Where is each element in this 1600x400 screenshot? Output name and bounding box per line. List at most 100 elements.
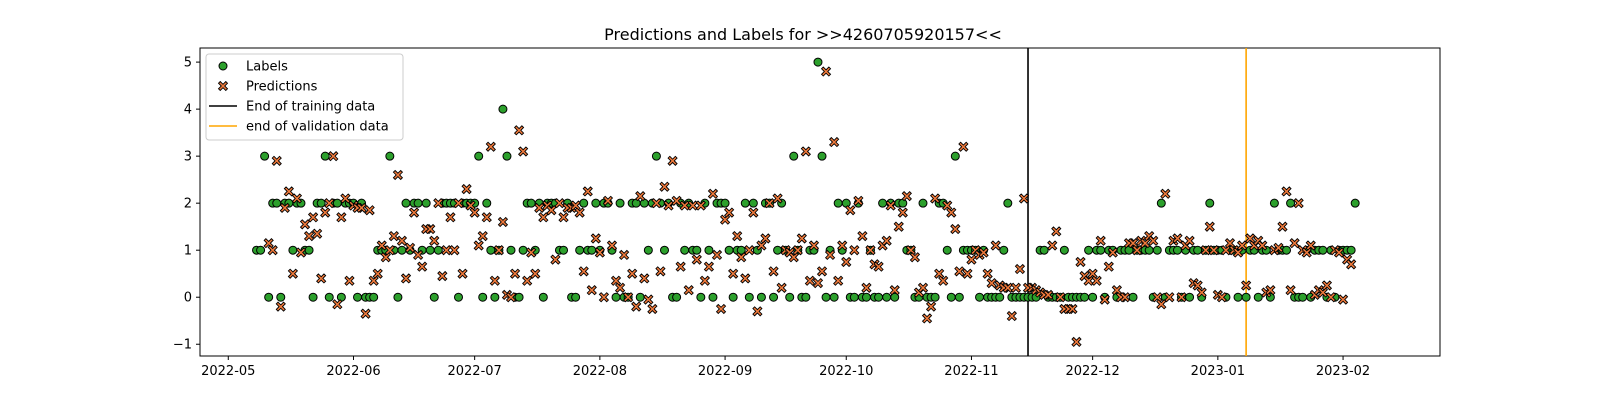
label-point <box>353 292 363 302</box>
prediction-point <box>1184 235 1195 246</box>
prediction-point <box>728 268 739 279</box>
prediction-point <box>368 275 379 286</box>
prediction-point <box>1156 299 1167 310</box>
label-point <box>401 198 411 208</box>
prediction-point <box>1337 294 1349 305</box>
prediction-point <box>768 266 779 277</box>
prediction-point <box>1208 245 1219 256</box>
prediction-point <box>526 247 537 258</box>
label-point <box>1144 245 1154 255</box>
prediction-point <box>978 247 989 258</box>
label-point <box>1096 245 1106 255</box>
prediction-point <box>441 245 452 256</box>
label-point <box>651 151 661 161</box>
label-point <box>789 151 799 161</box>
label-point <box>1152 245 1162 255</box>
prediction-point <box>812 277 824 289</box>
prediction-point <box>873 261 884 272</box>
prediction-point <box>804 275 816 286</box>
prediction-point <box>853 195 864 206</box>
prediction-point <box>647 303 658 315</box>
prediction-point <box>449 245 460 256</box>
x-tick-label: 2022-10 <box>819 364 873 379</box>
prediction-point <box>643 294 654 305</box>
prediction-point <box>1245 233 1256 244</box>
label-point <box>1282 245 1292 255</box>
label-point <box>680 245 690 255</box>
prediction-point <box>946 207 957 218</box>
y-tick-label: 1 <box>184 244 192 259</box>
label-point <box>433 245 443 255</box>
prediction-point <box>679 200 690 211</box>
prediction-point <box>982 268 993 279</box>
prediction-point <box>303 230 315 242</box>
prediction-point <box>602 195 614 206</box>
prediction-point <box>388 230 400 242</box>
prediction-point <box>433 198 444 209</box>
y-tick-label: 5 <box>184 56 192 71</box>
prediction-point <box>715 303 727 315</box>
prediction-point <box>1240 280 1252 291</box>
label-point <box>425 245 435 255</box>
prediction-point <box>485 141 496 152</box>
prediction-point <box>509 268 521 279</box>
prediction-point <box>635 190 646 202</box>
label-point <box>692 245 702 255</box>
label-point <box>1003 198 1013 208</box>
prediction-point <box>364 205 375 216</box>
prediction-point <box>893 221 904 232</box>
prediction-point <box>606 240 618 251</box>
prediction-point <box>841 256 852 268</box>
label-point <box>659 245 669 255</box>
prediction-point <box>336 212 347 223</box>
legend-marker-predictions <box>217 80 229 92</box>
prediction-point <box>845 205 856 216</box>
prediction-point <box>320 207 331 218</box>
prediction-point <box>610 275 622 286</box>
label-point <box>591 198 601 208</box>
prediction-point <box>990 240 1001 251</box>
label-point <box>514 292 524 302</box>
label-point <box>736 245 746 255</box>
prediction-point <box>1176 292 1187 303</box>
prediction-point <box>1010 282 1022 293</box>
prediction-point <box>1285 285 1296 296</box>
prediction-point <box>861 282 872 293</box>
prediction-point <box>372 268 383 279</box>
label-point <box>611 292 621 302</box>
label-point <box>829 292 839 302</box>
label-point <box>898 198 908 208</box>
legend: Labels Predictions End of training data end… <box>205 53 404 141</box>
label-point <box>756 292 766 302</box>
label-point <box>1233 292 1243 302</box>
prediction-point <box>1119 292 1131 303</box>
prediction-point <box>752 306 763 317</box>
label-point <box>724 245 734 255</box>
y-tick-label: 2 <box>184 197 192 212</box>
prediction-point <box>594 247 606 258</box>
label-point <box>482 198 492 208</box>
label-point <box>413 198 423 208</box>
prediction-point <box>699 275 711 286</box>
prediction-point <box>695 200 706 211</box>
legend-label: Predictions <box>246 80 318 95</box>
prediction-point <box>299 219 311 230</box>
prediction-point <box>829 136 840 148</box>
label-point <box>1253 292 1263 302</box>
label-point <box>1205 198 1215 208</box>
prediction-point <box>659 181 670 192</box>
label-point <box>1185 292 1195 302</box>
x-tick-label: 2022-05 <box>201 364 255 379</box>
label-point <box>276 292 286 302</box>
label-point <box>498 104 508 114</box>
prediction-point <box>796 233 807 244</box>
prediction-point <box>618 249 630 261</box>
prediction-point <box>356 202 367 214</box>
prediction-point <box>639 273 650 284</box>
label-point <box>478 292 488 302</box>
prediction-point <box>1216 292 1228 303</box>
legend-box <box>205 53 404 141</box>
prediction-point <box>445 212 456 223</box>
label-point <box>393 292 403 302</box>
label-point <box>708 292 718 302</box>
